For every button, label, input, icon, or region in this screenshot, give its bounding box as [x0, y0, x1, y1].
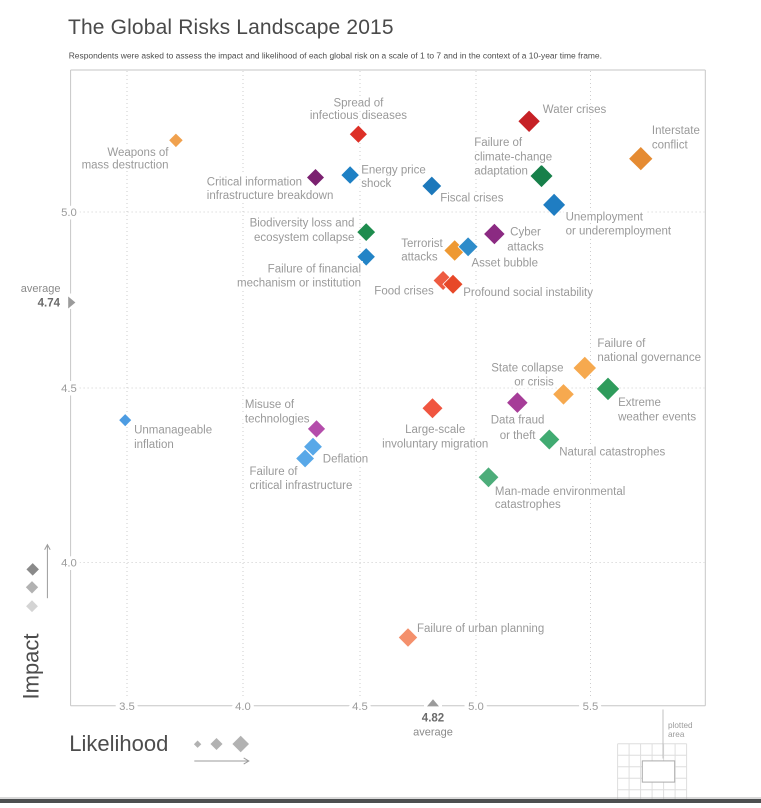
svg-text:4.74: 4.74: [38, 297, 61, 309]
svg-text:Critical information: Critical information: [207, 176, 302, 188]
svg-text:Terrorist: Terrorist: [401, 238, 443, 250]
svg-text:Fiscal crises: Fiscal crises: [440, 193, 504, 205]
svg-text:or underemployment: or underemployment: [566, 225, 672, 237]
svg-text:Weapons of: Weapons of: [107, 147, 169, 159]
svg-text:Data fraud: Data fraud: [491, 415, 545, 427]
svg-text:4.82: 4.82: [422, 712, 444, 724]
svg-text:involuntary migration: involuntary migration: [382, 438, 488, 450]
svg-text:4.5: 4.5: [61, 383, 77, 395]
svg-text:Unmanageable: Unmanageable: [134, 425, 212, 437]
svg-text:4.0: 4.0: [61, 558, 77, 570]
svg-text:adaptation: adaptation: [474, 166, 528, 178]
svg-text:Failure of financial: Failure of financial: [268, 264, 361, 276]
svg-text:Respondents were asked to asse: Respondents were asked to assess the imp…: [69, 51, 602, 61]
svg-text:Cyber: Cyber: [510, 227, 541, 239]
svg-text:Misuse of: Misuse of: [245, 399, 295, 411]
svg-text:infrastructure breakdown: infrastructure breakdown: [207, 190, 334, 202]
svg-text:national governance: national governance: [597, 352, 701, 364]
svg-text:Energy price: Energy price: [361, 164, 426, 176]
svg-text:attacks: attacks: [507, 241, 544, 253]
svg-text:Food crises: Food crises: [374, 286, 434, 298]
svg-text:Water crises: Water crises: [543, 104, 607, 116]
svg-text:Large-scale: Large-scale: [405, 424, 465, 436]
svg-text:Failure of: Failure of: [474, 137, 523, 149]
svg-text:or theft: or theft: [500, 430, 537, 442]
svg-text:Unemployment: Unemployment: [566, 212, 644, 224]
svg-text:Likelihood: Likelihood: [69, 731, 168, 756]
svg-text:technologies: technologies: [245, 413, 310, 425]
svg-text:4.0: 4.0: [235, 701, 251, 713]
svg-text:Failure of: Failure of: [597, 338, 646, 350]
svg-text:Man-made environmental: Man-made environmental: [495, 486, 625, 498]
svg-text:inflation: inflation: [134, 439, 174, 451]
svg-text:Failure of: Failure of: [250, 466, 299, 478]
svg-text:The Global Risks Landscape 201: The Global Risks Landscape 2015: [68, 16, 394, 39]
svg-text:Interstate: Interstate: [652, 125, 700, 137]
svg-text:average: average: [413, 727, 453, 739]
svg-text:5.5: 5.5: [583, 701, 599, 713]
svg-text:climate-change: climate-change: [474, 151, 552, 163]
svg-text:shock: shock: [361, 178, 391, 190]
svg-text:catastrophes: catastrophes: [495, 499, 561, 511]
svg-text:5.0: 5.0: [468, 701, 484, 713]
svg-text:or crisis: or crisis: [514, 377, 554, 389]
svg-text:Failure of urban planning: Failure of urban planning: [417, 623, 544, 635]
svg-text:critical infrastructure: critical infrastructure: [250, 480, 353, 492]
svg-text:Extreme: Extreme: [618, 397, 661, 409]
svg-text:Natural catastrophes: Natural catastrophes: [559, 447, 665, 459]
svg-text:Profound social instability: Profound social instability: [463, 287, 593, 299]
svg-text:attacks: attacks: [401, 251, 438, 263]
svg-text:3.5: 3.5: [119, 701, 135, 713]
svg-text:area: area: [668, 730, 685, 739]
svg-text:infectious diseases: infectious diseases: [310, 110, 407, 122]
svg-text:State collapse: State collapse: [491, 362, 563, 374]
svg-text:Impact: Impact: [19, 633, 44, 699]
svg-text:plotted: plotted: [668, 721, 693, 730]
svg-text:Deflation: Deflation: [323, 454, 368, 466]
svg-text:5.0: 5.0: [61, 207, 77, 219]
svg-text:mass destruction: mass destruction: [82, 159, 169, 171]
svg-text:Spread of: Spread of: [333, 97, 384, 109]
svg-text:4.5: 4.5: [352, 701, 368, 713]
svg-text:Biodiversity loss and: Biodiversity loss and: [250, 218, 355, 230]
svg-text:Asset bubble: Asset bubble: [472, 257, 539, 269]
svg-text:conflict: conflict: [652, 139, 689, 151]
svg-text:weather events: weather events: [617, 411, 696, 423]
svg-text:mechanism or institution: mechanism or institution: [237, 277, 361, 289]
svg-text:average: average: [21, 283, 61, 295]
svg-text:ecosystem collapse: ecosystem collapse: [254, 232, 354, 244]
